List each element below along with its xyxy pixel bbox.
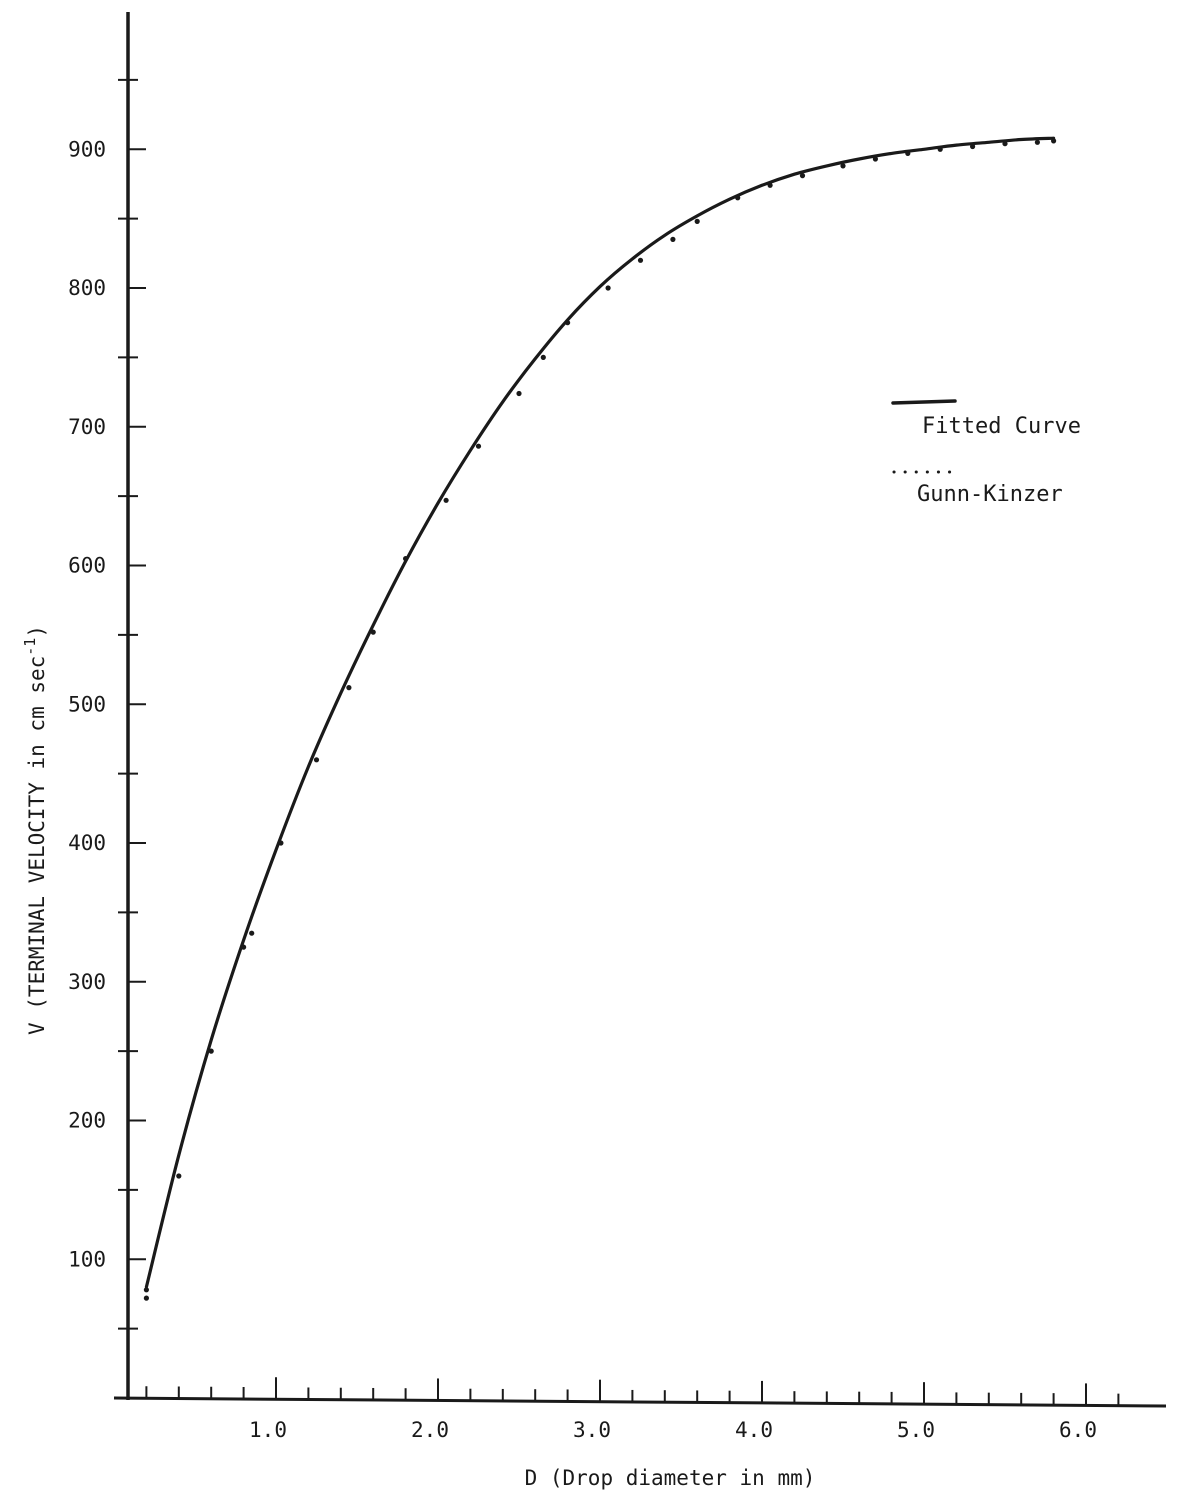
- y-axis-title: V (TERMINAL VELOCITY in cm sec-1): [21, 625, 49, 1035]
- series-point-gunn-kinzer: [176, 1173, 182, 1179]
- series-point-gunn-kinzer: [241, 944, 247, 950]
- x-axis-title: D (Drop diameter in mm): [525, 1466, 816, 1490]
- series-point-gunn-kinzer: [605, 285, 611, 291]
- x-tick-label: 4.0: [735, 1418, 773, 1442]
- series-point-gunn-kinzer: [970, 143, 976, 150]
- axes: [113, 12, 1167, 1408]
- series-point-gunn-kinzer: [208, 1048, 214, 1054]
- y-tick-label: 900: [68, 137, 106, 161]
- x-tick-label: 5.0: [897, 1418, 935, 1442]
- series-point-gunn-kinzer: [443, 497, 449, 503]
- x-axis-line: [113, 1396, 1167, 1408]
- series-point-gunn-kinzer: [516, 390, 522, 397]
- y-tick-label: 700: [68, 415, 106, 439]
- series-point-gunn-kinzer: [905, 150, 911, 156]
- series-point-gunn-kinzer: [249, 930, 255, 936]
- x-tick-label: 1.0: [249, 1418, 287, 1442]
- series-point-gunn-kinzer: [767, 182, 773, 188]
- series-point-gunn-kinzer: [403, 556, 409, 562]
- series-point-gunn-kinzer: [937, 146, 943, 152]
- y-tick-label: 800: [68, 276, 106, 300]
- series-point-gunn-kinzer: [475, 443, 482, 449]
- series-line-fitted-curve: [144, 136, 1056, 1289]
- legend-fitted-curve-swatch: [891, 399, 957, 405]
- series-point-gunn-kinzer: [313, 757, 320, 763]
- x-tick-label: 6.0: [1059, 1418, 1097, 1442]
- series-point-gunn-kinzer: [637, 257, 644, 263]
- series-point-gunn-kinzer: [143, 1287, 149, 1293]
- legend-fitted-curve-label: Fitted Curve: [922, 414, 1081, 439]
- series-point-gunn-kinzer: [840, 163, 846, 169]
- series-point-gunn-kinzer: [540, 354, 546, 360]
- y-axis-title-close: ): [25, 625, 49, 638]
- y-tick-label: 300: [68, 970, 106, 994]
- series-point-gunn-kinzer: [565, 320, 571, 326]
- series-point-gunn-kinzer: [1002, 141, 1008, 147]
- series-point-gunn-kinzer: [1051, 138, 1057, 144]
- series-point-gunn-kinzer: [370, 629, 376, 635]
- y-tick-label: 600: [68, 554, 106, 578]
- series-point-gunn-kinzer: [143, 1295, 149, 1301]
- series-point-gunn-kinzer: [346, 685, 352, 691]
- y-axis-title-main: V (TERMINAL VELOCITY in cm sec: [25, 656, 49, 1035]
- y-tick-label: 100: [68, 1247, 106, 1271]
- y-tick-label: 500: [68, 692, 106, 716]
- series-point-gunn-kinzer: [872, 156, 879, 162]
- series-point-gunn-kinzer: [694, 218, 700, 224]
- x-ticks: 1.0 2.0 3.0 4.0 5.0 6.0: [145, 1377, 1120, 1442]
- series-point-gunn-kinzer: [1034, 139, 1040, 145]
- series-point-gunn-kinzer: [278, 840, 284, 846]
- y-tick-label: 200: [68, 1109, 106, 1133]
- x-tick-label: 3.0: [573, 1418, 611, 1442]
- x-tick-label: 2.0: [411, 1418, 449, 1442]
- series-layer: [143, 136, 1057, 1301]
- series-point-gunn-kinzer: [670, 236, 676, 242]
- y-tick-label: 400: [68, 831, 106, 855]
- series-point-gunn-kinzer: [735, 195, 741, 201]
- legend: Fitted Curve Gunn-Kinzer: [891, 399, 1081, 507]
- y-ticks: 100 200 300 400 500 600 700 800 900: [68, 78, 146, 1330]
- legend-gunn-kinzer-label: Gunn-Kinzer: [917, 482, 1063, 507]
- series-point-gunn-kinzer: [799, 173, 806, 179]
- y-axis-title-exponent: -1: [21, 638, 39, 656]
